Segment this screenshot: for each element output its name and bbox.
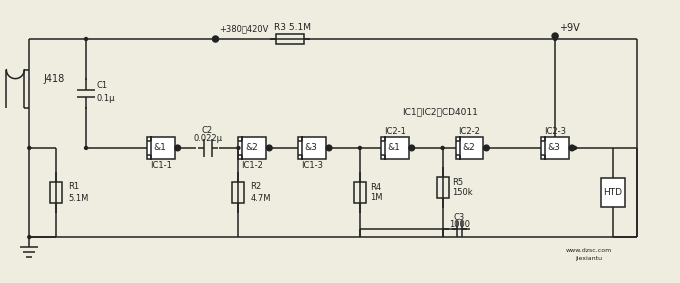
Bar xyxy=(298,137,326,159)
Text: &3: &3 xyxy=(547,143,560,153)
Bar xyxy=(541,137,569,159)
Circle shape xyxy=(267,145,272,151)
Text: R1: R1 xyxy=(68,182,80,191)
Circle shape xyxy=(84,37,88,41)
Bar xyxy=(354,182,366,203)
Bar xyxy=(437,177,449,198)
Text: &1: &1 xyxy=(388,143,401,153)
Circle shape xyxy=(358,146,362,150)
Circle shape xyxy=(175,145,180,151)
Text: &1: &1 xyxy=(153,143,166,153)
Bar xyxy=(276,34,304,44)
Text: &3: &3 xyxy=(305,143,318,153)
Text: www.dzsc.com: www.dzsc.com xyxy=(566,248,612,253)
Text: C3: C3 xyxy=(454,213,465,222)
Text: 1000: 1000 xyxy=(449,220,470,229)
Circle shape xyxy=(569,145,575,151)
Text: HTD: HTD xyxy=(603,188,622,197)
Text: +9V: +9V xyxy=(559,23,580,33)
Text: C1: C1 xyxy=(97,81,108,90)
Text: &2: &2 xyxy=(462,143,475,153)
Bar xyxy=(601,178,625,207)
Circle shape xyxy=(213,36,218,42)
Text: 1M: 1M xyxy=(370,193,382,202)
Circle shape xyxy=(441,146,445,150)
Circle shape xyxy=(552,33,558,39)
Circle shape xyxy=(236,146,241,150)
Circle shape xyxy=(84,146,88,150)
Text: R3 5.1M: R3 5.1M xyxy=(273,23,311,32)
Bar xyxy=(233,182,244,203)
Text: IC1-2: IC1-2 xyxy=(241,161,263,170)
Text: C2: C2 xyxy=(202,126,213,135)
Text: IC2-3: IC2-3 xyxy=(544,127,566,136)
Circle shape xyxy=(409,145,415,151)
Text: 5.1M: 5.1M xyxy=(68,194,88,203)
Circle shape xyxy=(573,146,577,150)
Text: 4.7M: 4.7M xyxy=(250,194,271,203)
Circle shape xyxy=(326,145,332,151)
Bar xyxy=(381,137,409,159)
Circle shape xyxy=(27,235,31,239)
Bar xyxy=(50,182,62,203)
Text: 150k: 150k xyxy=(452,188,473,197)
Text: R5: R5 xyxy=(452,178,464,187)
Text: &2: &2 xyxy=(245,143,258,153)
Bar xyxy=(239,137,267,159)
Circle shape xyxy=(553,37,558,41)
Bar xyxy=(147,137,175,159)
Text: IC2-2: IC2-2 xyxy=(458,127,480,136)
Text: R2: R2 xyxy=(250,182,262,191)
Text: IC1-1: IC1-1 xyxy=(150,161,171,170)
Text: 0.022μ: 0.022μ xyxy=(193,134,222,143)
Text: R4: R4 xyxy=(370,183,381,192)
Bar xyxy=(456,137,483,159)
Text: IC2-1: IC2-1 xyxy=(384,127,406,136)
Text: 0.1μ: 0.1μ xyxy=(97,94,116,103)
Text: IC1、IC2：CD4011: IC1、IC2：CD4011 xyxy=(402,108,477,117)
Text: +380～420V: +380～420V xyxy=(220,25,269,34)
Circle shape xyxy=(27,146,31,150)
Text: IC1-3: IC1-3 xyxy=(301,161,323,170)
Circle shape xyxy=(483,145,489,151)
Text: J418: J418 xyxy=(44,74,65,83)
Text: jiexiantu: jiexiantu xyxy=(575,256,602,261)
